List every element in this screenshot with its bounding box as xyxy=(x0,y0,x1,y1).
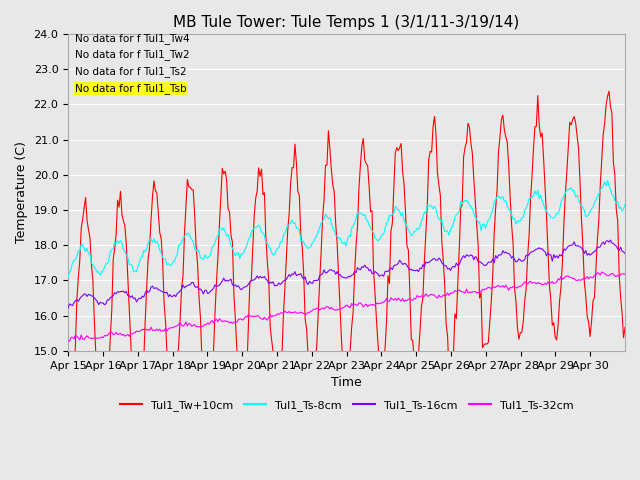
Text: No data for f Tul1_Ts2: No data for f Tul1_Ts2 xyxy=(75,66,187,77)
X-axis label: Time: Time xyxy=(332,376,362,389)
Legend: Tul1_Tw+10cm, Tul1_Ts-8cm, Tul1_Ts-16cm, Tul1_Ts-32cm: Tul1_Tw+10cm, Tul1_Ts-8cm, Tul1_Ts-16cm,… xyxy=(115,395,578,415)
Text: No data for f Tul1_Tsb: No data for f Tul1_Tsb xyxy=(75,83,187,94)
Y-axis label: Temperature (C): Temperature (C) xyxy=(15,142,28,243)
Title: MB Tule Tower: Tule Temps 1 (3/1/11-3/19/14): MB Tule Tower: Tule Temps 1 (3/1/11-3/19… xyxy=(173,15,520,30)
Text: No data for f Tul1_Tw4: No data for f Tul1_Tw4 xyxy=(75,33,189,44)
Text: No data for f Tul1_Tw2: No data for f Tul1_Tw2 xyxy=(75,49,189,60)
